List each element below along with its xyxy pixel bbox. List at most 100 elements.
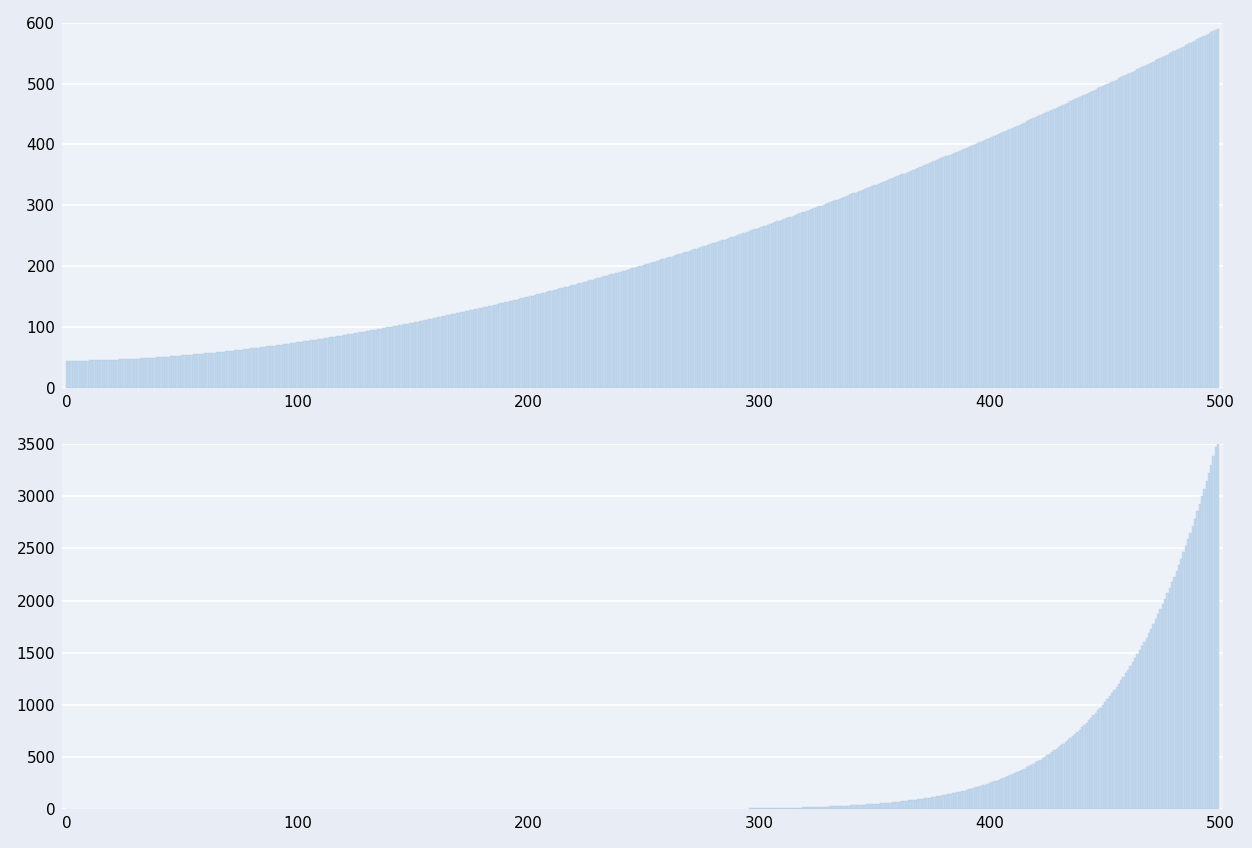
Bar xyxy=(160,357,163,388)
Bar xyxy=(1189,533,1192,809)
Bar xyxy=(472,310,475,388)
Bar xyxy=(848,806,850,809)
Bar xyxy=(691,250,694,388)
Bar xyxy=(548,292,550,388)
Bar xyxy=(470,310,472,388)
Bar xyxy=(506,302,508,388)
Bar xyxy=(1025,121,1028,388)
Bar xyxy=(423,321,426,388)
Bar xyxy=(341,336,343,388)
Bar xyxy=(1129,666,1132,809)
Bar xyxy=(667,257,670,388)
Bar xyxy=(195,354,198,388)
Bar xyxy=(1176,50,1178,388)
Bar xyxy=(1164,56,1167,388)
Bar xyxy=(1141,67,1143,388)
Bar xyxy=(592,280,595,388)
Bar xyxy=(880,182,883,388)
Bar xyxy=(1093,91,1094,388)
Bar xyxy=(1088,92,1090,388)
Bar xyxy=(754,808,756,809)
Bar xyxy=(1121,680,1123,809)
Bar xyxy=(631,269,634,388)
Bar xyxy=(86,360,89,388)
Bar xyxy=(1094,90,1097,388)
Bar xyxy=(859,805,861,809)
Bar xyxy=(1217,438,1219,809)
Bar xyxy=(144,358,146,388)
Bar xyxy=(1003,131,1005,388)
Bar xyxy=(751,808,754,809)
Bar xyxy=(855,806,858,809)
Bar xyxy=(239,349,242,388)
Bar xyxy=(815,207,818,388)
Bar xyxy=(1182,47,1184,388)
Bar xyxy=(989,783,990,809)
Bar xyxy=(1159,59,1162,388)
Bar xyxy=(940,795,943,809)
Bar xyxy=(710,244,711,388)
Bar xyxy=(139,359,141,388)
Bar xyxy=(361,332,363,388)
Bar xyxy=(640,265,642,388)
Bar xyxy=(871,804,873,809)
Bar xyxy=(957,152,959,388)
Bar xyxy=(133,359,135,388)
Bar xyxy=(603,276,606,388)
Bar xyxy=(373,330,374,388)
Bar xyxy=(1121,77,1123,388)
Bar xyxy=(1152,62,1154,388)
Bar xyxy=(1012,774,1014,809)
Bar xyxy=(831,806,834,809)
Bar xyxy=(921,799,924,809)
Bar xyxy=(1042,114,1044,388)
Bar xyxy=(587,281,590,388)
Bar xyxy=(204,354,207,388)
Bar xyxy=(253,349,255,388)
Bar xyxy=(845,196,848,388)
Bar xyxy=(1080,728,1083,809)
Bar xyxy=(1020,124,1023,388)
Bar xyxy=(888,803,889,809)
Bar xyxy=(1007,776,1009,809)
Bar xyxy=(451,315,453,388)
Bar xyxy=(1181,47,1182,388)
Bar xyxy=(954,793,957,809)
Bar xyxy=(760,227,762,388)
Bar xyxy=(1111,693,1113,809)
Bar xyxy=(1197,40,1198,388)
Bar xyxy=(505,303,506,388)
Bar xyxy=(1181,559,1182,809)
Bar xyxy=(1211,465,1212,809)
Bar xyxy=(1171,53,1173,388)
Bar xyxy=(1097,711,1099,809)
Bar xyxy=(982,141,984,388)
Bar xyxy=(1104,85,1107,388)
Bar xyxy=(781,220,784,388)
Bar xyxy=(800,807,801,809)
Bar xyxy=(606,276,608,388)
Bar xyxy=(716,242,719,388)
Bar xyxy=(727,238,730,388)
Bar xyxy=(841,198,844,388)
Bar xyxy=(212,353,213,388)
Bar xyxy=(963,148,965,388)
Bar xyxy=(521,298,522,388)
Bar xyxy=(243,349,245,388)
Bar xyxy=(945,157,947,388)
Bar xyxy=(396,326,398,388)
Bar xyxy=(853,193,855,388)
Bar xyxy=(322,338,324,388)
Bar xyxy=(776,808,779,809)
Bar xyxy=(987,139,989,388)
Bar xyxy=(1060,106,1063,388)
Bar xyxy=(984,784,987,809)
Bar xyxy=(273,345,275,388)
Bar xyxy=(598,278,601,388)
Bar xyxy=(169,356,172,388)
Bar xyxy=(491,305,492,388)
Bar xyxy=(388,327,391,388)
Bar xyxy=(924,165,926,388)
Bar xyxy=(1047,112,1049,388)
Bar xyxy=(1116,80,1118,388)
